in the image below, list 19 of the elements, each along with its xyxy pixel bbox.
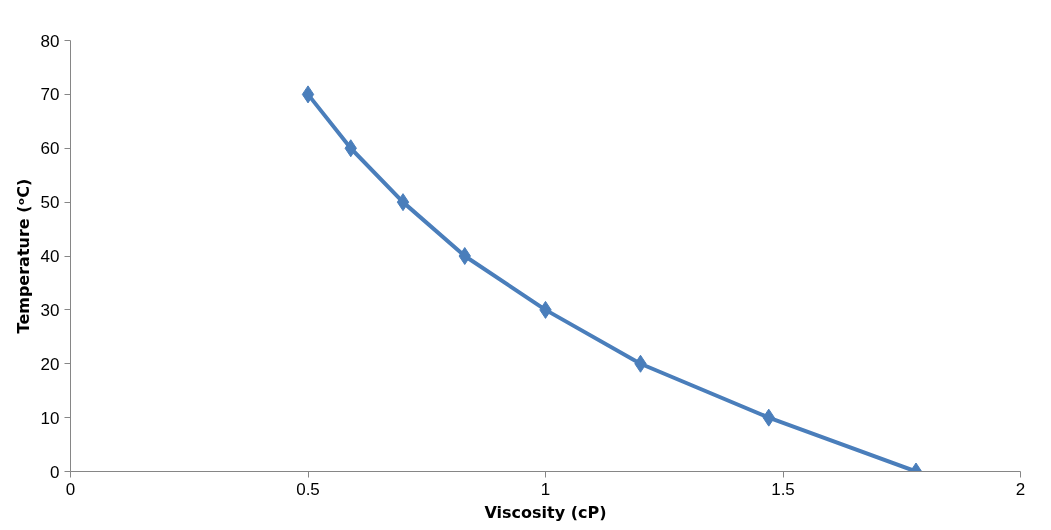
y-tick-label: 0 bbox=[50, 462, 60, 482]
y-tick-label: 70 bbox=[40, 85, 60, 105]
x-tick-label: 2 bbox=[1015, 479, 1026, 499]
y-tick-label: 50 bbox=[40, 193, 60, 213]
y-tick-label: 20 bbox=[40, 354, 60, 374]
x-tick-label: 0 bbox=[65, 479, 76, 499]
y-tick-label: 60 bbox=[40, 139, 60, 159]
y-tick-label: 10 bbox=[40, 408, 60, 428]
x-axis-title: Viscosity (cP) bbox=[484, 502, 607, 522]
y-tick-label: 80 bbox=[40, 31, 60, 51]
x-tick-label: 1.5 bbox=[771, 479, 795, 499]
point bbox=[301, 85, 315, 104]
point bbox=[396, 193, 410, 212]
y-tick-label: 40 bbox=[40, 247, 60, 266]
x-tick-label: 0.5 bbox=[296, 479, 320, 499]
y-axis-title: Temperature (ᵒC) bbox=[13, 178, 33, 334]
y-tick-label: 30 bbox=[40, 300, 60, 320]
point bbox=[458, 247, 471, 265]
x-tick-label: 1 bbox=[540, 479, 551, 499]
